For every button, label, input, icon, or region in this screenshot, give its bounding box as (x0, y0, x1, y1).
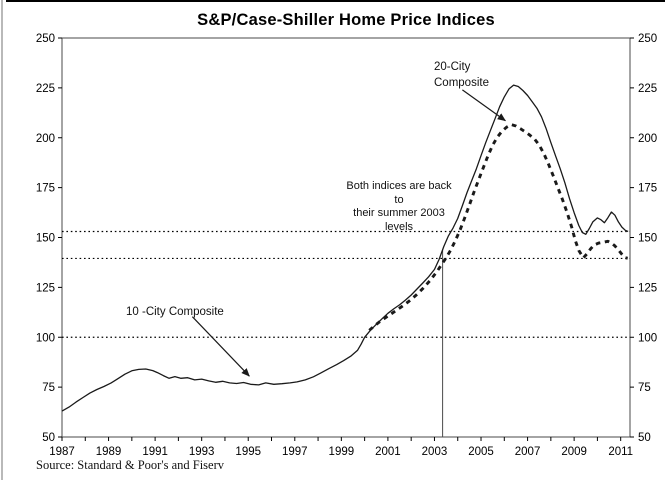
y-tick-label-left: 50 (42, 432, 55, 444)
x-tick-label: 1987 (49, 446, 75, 458)
y-tick-label-right: 125 (638, 282, 657, 294)
y-tick-label-left: 200 (36, 133, 55, 145)
y-tick-label-right: 200 (638, 133, 657, 145)
annotation-summer-2003-note: Both indices are back to their summer 20… (341, 180, 457, 234)
y-tick-label-left: 75 (42, 382, 55, 394)
y-tick-label-left: 125 (36, 282, 55, 294)
series-20-city (368, 123, 628, 332)
y-tick-label-left: 225 (36, 83, 55, 95)
x-tick-label: 1989 (96, 446, 122, 458)
y-tick-label-left: 150 (36, 233, 55, 245)
x-tick-label: 2011 (608, 446, 633, 458)
series-10-city (61, 84, 629, 412)
x-tick-label: 1995 (235, 446, 261, 458)
annotation-line: Both indices are back to (346, 180, 452, 206)
x-tick-label: 2009 (561, 446, 587, 458)
annotation-10-city-composite: 10 -City Composite (126, 306, 224, 318)
annotation-arrow (462, 89, 506, 122)
annotation-line: their summer 2003 levels (353, 207, 445, 233)
x-tick-label: 1999 (329, 446, 355, 458)
y-tick-label-left: 175 (36, 183, 55, 195)
y-tick-label-right: 75 (638, 382, 651, 394)
x-tick-label: 1991 (142, 446, 168, 458)
y-tick-label-left: 250 (36, 33, 55, 45)
x-tick-label: 2003 (422, 446, 448, 458)
plot-frame (61, 37, 631, 438)
annotation-20-city-composite: 20-City Composite (434, 59, 489, 91)
annotation-line: Composite (434, 77, 489, 89)
page-top-border (6, 0, 665, 2)
y-tick-label-left: 100 (36, 332, 55, 344)
page-left-edge (1, 0, 3, 480)
chart-title: S&P/Case-Shiller Home Price Indices (197, 11, 495, 29)
annotation-arrow (191, 316, 250, 377)
y-tick-label-right: 225 (638, 83, 657, 95)
x-tick-label: 2001 (375, 446, 401, 458)
y-tick-label-right: 175 (638, 183, 657, 195)
x-tick-label: 2005 (468, 446, 494, 458)
annotation-line: 20-City (434, 61, 471, 73)
y-tick-label-right: 250 (638, 33, 657, 45)
x-tick-label: 2007 (515, 446, 541, 458)
source-note: Source: Standard & Poor's and Fiserv (36, 458, 224, 472)
y-tick-label-right: 50 (638, 432, 651, 444)
y-tick-label-right: 150 (638, 233, 657, 245)
x-tick-label: 1997 (282, 446, 308, 458)
x-tick-label: 1993 (189, 446, 215, 458)
y-tick-label-right: 100 (638, 332, 657, 344)
